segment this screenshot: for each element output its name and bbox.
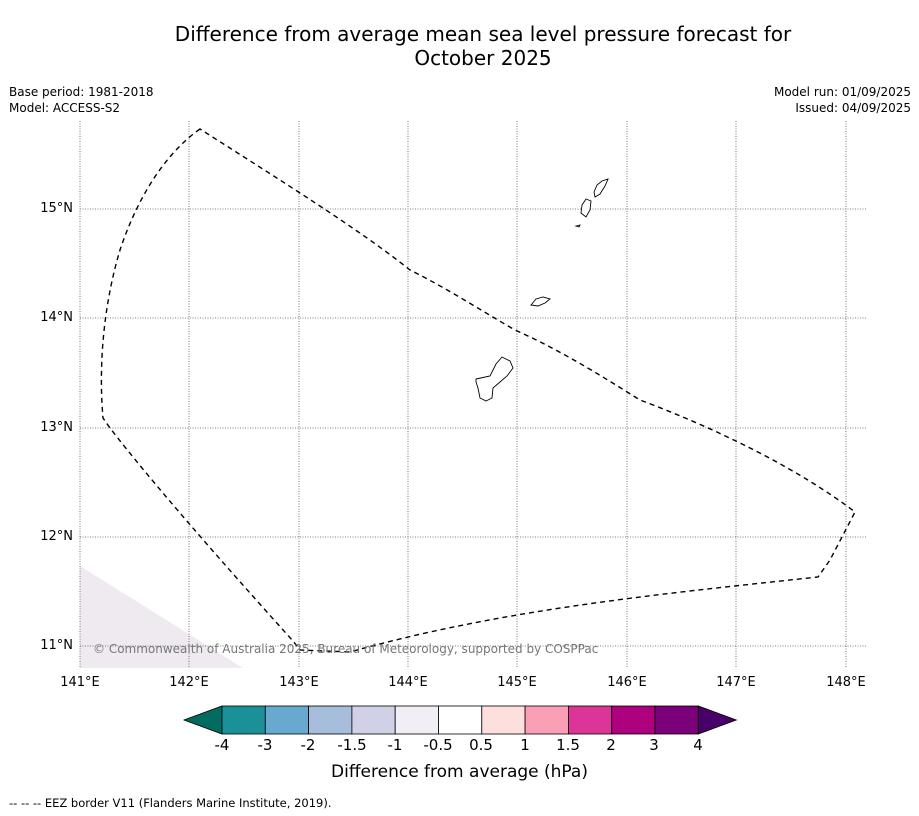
- lon-label-143: 143°E: [279, 675, 319, 690]
- base-period: Base period: 1981-2018: [9, 85, 154, 99]
- cb-tick-3: -1.5: [337, 736, 367, 754]
- lat-label-14: 14°N: [40, 310, 73, 325]
- footnote-eez: -- -- -- EEZ border V11 (Flanders Marine…: [9, 796, 332, 810]
- lon-label-145: 145°E: [497, 675, 537, 690]
- lon-label-141: 141°E: [60, 675, 100, 690]
- cb-tick-7: 1: [520, 736, 530, 754]
- lon-label-144: 144°E: [388, 675, 428, 690]
- colorbar-segment: [438, 705, 483, 735]
- lat-label-15: 15°N: [40, 201, 73, 216]
- gridlines: [79, 121, 867, 668]
- shaded-anomaly-region: [80, 566, 243, 668]
- chart-title: Difference from average mean sea level p…: [0, 22, 919, 70]
- islands: [475, 178, 609, 402]
- cb-tick-2: -2: [300, 736, 316, 754]
- lat-label-13: 13°N: [40, 420, 73, 435]
- island-tinian: [580, 198, 592, 218]
- lat-label-12: 12°N: [40, 529, 73, 544]
- colorbar-segment: [524, 705, 569, 735]
- lon-label-146: 146°E: [607, 675, 647, 690]
- lat-label-11: 11°N: [40, 638, 73, 653]
- colorbar-segment: [264, 705, 309, 735]
- copyright-notice: © Commonwealth of Australia 2025, Bureau…: [93, 642, 599, 656]
- model-run: Model run: 01/09/2025: [773, 85, 911, 99]
- colorbar-segment: [394, 705, 439, 735]
- colorbar-segment: [351, 705, 396, 735]
- meta-left: Base period: 1981-2018 Model: ACCESS-S2: [9, 84, 154, 116]
- cb-tick-8: 1.5: [556, 736, 580, 754]
- cb-tick-6: 0.5: [469, 736, 493, 754]
- colorbar-segment: [568, 705, 613, 735]
- cb-tick-0: -4: [214, 736, 230, 754]
- cb-tick-9: 2: [606, 736, 616, 754]
- colorbar-segment: [481, 705, 526, 735]
- island-saipan: [593, 178, 609, 198]
- colorbar-segment: [611, 705, 656, 735]
- lon-label-142: 142°E: [169, 675, 209, 690]
- island-guam: [475, 356, 514, 402]
- cb-tick-10: 3: [649, 736, 659, 754]
- island-aguijan: [574, 224, 581, 228]
- title-line-1: Difference from average mean sea level p…: [174, 22, 792, 46]
- cb-tick-4: -1: [387, 736, 403, 754]
- colorbar-extend-low: [182, 705, 223, 735]
- colorbar-segment: [221, 705, 266, 735]
- title-line-2: October 2025: [414, 46, 552, 70]
- model-name: Model: ACCESS-S2: [9, 101, 121, 115]
- meta-right: Model run: 01/09/2025 Issued: 04/09/2025: [774, 84, 911, 116]
- lon-label-148: 148°E: [826, 675, 866, 690]
- colorbar-segment: [654, 705, 699, 735]
- cb-tick-5: -0.5: [423, 736, 453, 754]
- eez-border: [100, 128, 856, 653]
- cb-tick-1: -3: [257, 736, 273, 754]
- cb-tick-11: 4: [693, 736, 703, 754]
- island-rota: [530, 296, 551, 307]
- colorbar-extend-high: [697, 705, 738, 735]
- colorbar-segment: [308, 705, 353, 735]
- issued-date: Issued: 04/09/2025: [795, 101, 911, 115]
- lon-label-147: 147°E: [716, 675, 756, 690]
- colorbar-label: Difference from average (hPa): [331, 762, 588, 782]
